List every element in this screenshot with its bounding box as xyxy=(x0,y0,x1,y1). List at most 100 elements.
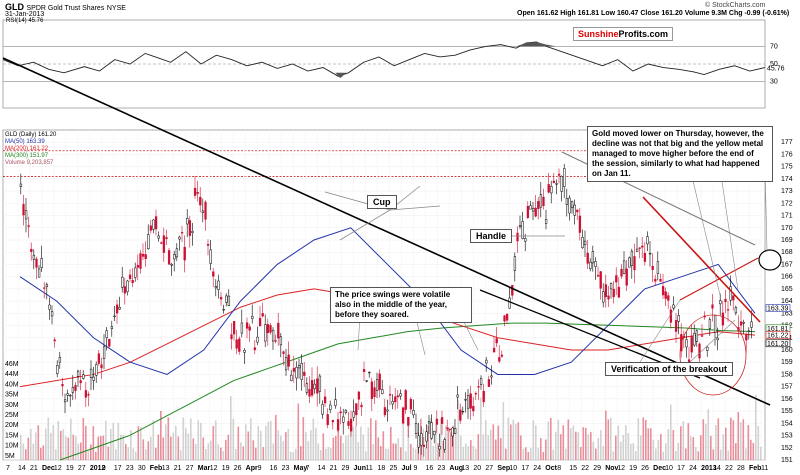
volume-bar xyxy=(412,447,415,460)
volume-bar xyxy=(322,433,325,460)
price-tick-159: 159 xyxy=(781,359,793,366)
x-tick-39: 20 xyxy=(473,465,481,472)
volume-bar xyxy=(490,429,492,460)
price-tick-157: 157 xyxy=(781,384,793,391)
candle-body xyxy=(349,418,353,432)
candle-body xyxy=(326,414,329,425)
volume-bar xyxy=(277,430,280,460)
candle-body xyxy=(157,235,160,239)
volume-bar xyxy=(207,443,210,460)
price-tick-170: 170 xyxy=(781,225,793,232)
candle-body xyxy=(212,271,215,277)
candle-body xyxy=(461,410,465,413)
candle-body xyxy=(206,244,210,246)
candle-body xyxy=(154,216,158,230)
candle-body xyxy=(427,421,431,424)
candle-body xyxy=(383,407,387,416)
x-tick-54: Dec xyxy=(653,465,666,472)
x-tick-56: 17 xyxy=(677,465,685,472)
candle-body xyxy=(279,336,283,346)
verification-circle xyxy=(679,314,747,396)
volume-bar xyxy=(590,432,592,460)
candle-body xyxy=(191,231,194,233)
candle-body xyxy=(243,350,246,353)
candle-body xyxy=(128,274,132,280)
gold-moved-pointer-1 xyxy=(719,167,739,291)
volume-bar xyxy=(367,427,370,460)
candle-body xyxy=(318,375,322,392)
candle-body xyxy=(391,401,394,405)
volume-bar xyxy=(552,449,555,460)
volume-bar xyxy=(372,443,375,460)
volume-bar xyxy=(275,414,277,460)
chart-date: 31-Jan-2013 xyxy=(5,11,45,18)
verification-pointer-0 xyxy=(639,299,681,363)
x-tick-49: 29 xyxy=(593,465,601,472)
candle-body xyxy=(342,416,345,423)
volume-bar xyxy=(305,432,307,460)
volume-bar xyxy=(617,425,620,460)
volume-bar xyxy=(662,451,665,460)
volume-bar xyxy=(42,445,45,460)
candle-body xyxy=(253,347,257,351)
volume-bar xyxy=(570,428,572,460)
volume-bar xyxy=(720,449,722,460)
volume-bar xyxy=(365,451,367,460)
x-tick-33: Jul xyxy=(401,465,411,472)
candle-body xyxy=(464,399,467,401)
candle-body xyxy=(630,250,634,266)
volume-bar xyxy=(360,426,362,460)
highlight-circle xyxy=(758,249,782,271)
candle-body xyxy=(485,359,488,364)
volume-bar xyxy=(440,418,442,460)
volume-bar xyxy=(232,418,235,460)
volume-bar xyxy=(135,451,137,460)
candle-body xyxy=(266,324,270,334)
candle-body xyxy=(643,252,647,262)
volume-tick-8: 10M xyxy=(5,443,19,450)
volume-bar xyxy=(285,432,287,460)
volume-bar xyxy=(750,439,752,460)
candle-body xyxy=(61,383,64,387)
volume-bar xyxy=(217,444,220,460)
candle-body xyxy=(173,254,176,260)
candle-body xyxy=(721,312,725,326)
volume-bar xyxy=(385,448,387,460)
volume-bar xyxy=(437,443,440,460)
volume-bar xyxy=(572,425,575,460)
volume-bar xyxy=(462,446,465,460)
x-tick-50: Nov xyxy=(605,465,618,472)
volume-bar xyxy=(355,425,357,460)
volume-bar xyxy=(87,451,90,460)
x-tick-29: Jun xyxy=(354,465,366,472)
candle-body xyxy=(438,446,441,450)
candle-body xyxy=(261,313,264,317)
volume-bar xyxy=(737,412,740,460)
candle-body xyxy=(87,394,90,396)
candle-body xyxy=(394,396,397,403)
candle-body xyxy=(508,297,511,309)
chart-symbol: GLD SPDR Gold Trust Shares NYSE xyxy=(5,2,126,12)
candle-body xyxy=(477,386,480,388)
volume-bar xyxy=(85,425,87,460)
candle-body xyxy=(102,346,106,359)
x-tick-18: 19 xyxy=(222,465,230,472)
volume-tick-9: 5M xyxy=(5,453,15,460)
volume-bar xyxy=(325,448,327,460)
candle-body xyxy=(716,337,719,340)
candle-body xyxy=(698,343,701,359)
volume-bar xyxy=(125,443,127,460)
candle-body xyxy=(414,423,418,434)
volume-bar xyxy=(195,443,197,460)
candle-body xyxy=(742,322,745,324)
volume-bar xyxy=(210,440,212,460)
price-tick-151: 151 xyxy=(781,457,793,464)
volume-bar xyxy=(390,426,392,460)
volume-bar xyxy=(270,420,272,460)
volume-bar xyxy=(22,443,25,460)
candle-body xyxy=(63,399,67,403)
volume-bar xyxy=(150,436,152,460)
volume-bar xyxy=(435,424,437,460)
volume-bar xyxy=(697,451,700,460)
